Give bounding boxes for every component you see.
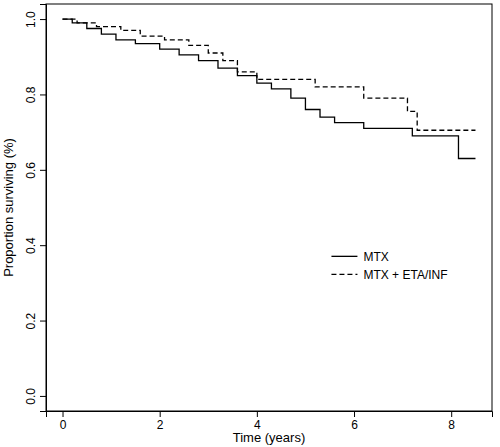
chart: 0 2 4 6 8 0.0 0.2 0.4 0.6 0.8 1.0 MTX MTX + ETA/INF T… [0,0,500,447]
y-tick: 1.0 [24,11,46,28]
y-axis-title: Proportion surviving (%) [1,138,16,277]
y-axis-line [40,5,47,412]
x-axis-title: Time (years) [233,430,305,445]
legend-item: MTX + ETA/INF [331,268,447,282]
y-tick: 0.8 [24,86,46,103]
y-tick-label: 0.0 [24,388,38,405]
y-tick-mark [40,321,46,322]
y-tick-label: 0.6 [24,162,38,179]
legend-item: MTX [331,250,388,264]
survival-line [63,19,476,130]
y-tick: 0.6 [24,162,46,179]
legend-swatch [331,256,357,257]
x-tick: 8 [448,411,455,432]
x-tick: 4 [254,411,261,432]
x-tick-label: 8 [448,418,455,432]
plot: 0 2 4 6 8 0.0 0.2 0.4 0.6 0.8 1.0 MTX MTX + ETA/INF [24,4,493,432]
x-tick-label: 2 [157,418,164,432]
x-tick-mark [451,411,452,417]
y-tick: 0.2 [24,312,46,329]
y-tick-label: 0.8 [24,86,38,103]
y-tick: 0.0 [24,388,46,405]
legend-swatch [331,274,357,275]
survival-line [63,19,476,158]
y-tick-mark [40,170,46,171]
legend: MTX MTX + ETA/INF [331,250,447,282]
plot-frame [46,4,492,411]
y-tick-mark [40,94,46,95]
y-tick-mark [40,245,46,246]
x-tick: 6 [351,411,358,432]
x-tick-mark [160,411,161,417]
y-tick-label: 0.4 [24,237,38,254]
x-tick-label: 6 [351,418,358,432]
x-tick-label: 0 [60,418,67,432]
y-tick: 0.4 [24,237,46,254]
y-tick-label: 0.2 [24,312,38,329]
x-tick-mark [63,411,64,417]
y-axis: 0.0 0.2 0.4 0.6 0.8 1.0 [24,5,47,412]
y-tick-label: 1.0 [24,11,38,28]
y-tick-mark [40,19,46,20]
legend-label: MTX [363,250,388,264]
x-axis: 0 2 4 6 8 [47,411,493,432]
x-tick: 2 [157,411,164,432]
x-tick: 0 [60,411,67,432]
y-tick-mark [40,396,46,397]
x-tick-mark [257,411,258,417]
legend-label: MTX + ETA/INF [363,268,447,282]
series-group [63,19,476,158]
x-axis-line [47,412,493,418]
x-tick-mark [354,411,355,417]
